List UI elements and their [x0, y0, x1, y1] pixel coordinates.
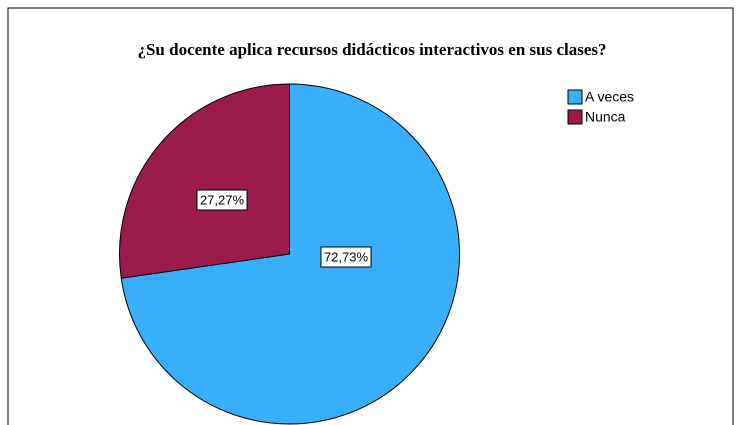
label-box — [320, 246, 372, 268]
legend-swatch — [567, 89, 583, 105]
pie-slice — [119, 83, 290, 279]
pie-slice — [120, 83, 460, 425]
data-label: 72,73% — [324, 249, 369, 264]
chart-title: ¿Su docente aplica recursos didácticos i… — [137, 40, 606, 59]
legend-swatch — [567, 109, 583, 125]
frame — [7, 7, 734, 425]
legend-label: A veces — [585, 89, 634, 105]
data-label: 27,27% — [200, 192, 245, 207]
label-box — [196, 189, 248, 211]
legend-label: Nunca — [585, 109, 626, 125]
